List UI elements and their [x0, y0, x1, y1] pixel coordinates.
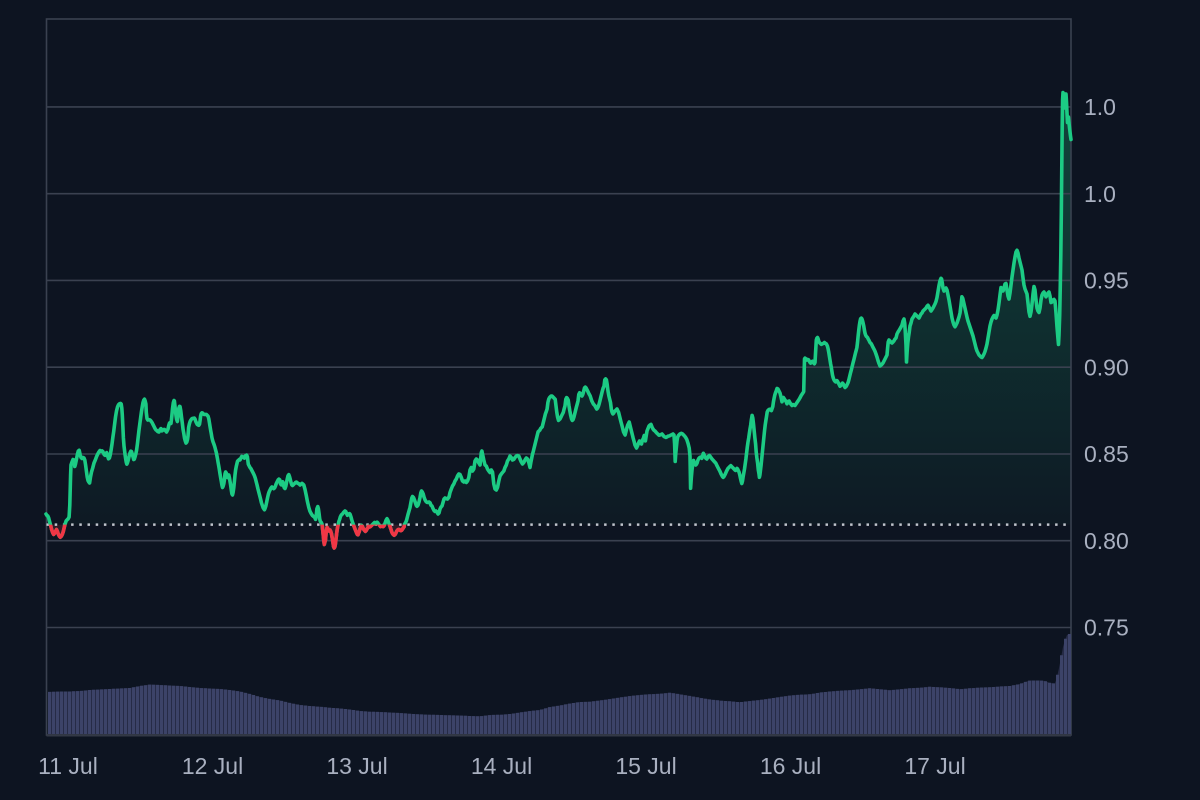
svg-text:17 Jul: 17 Jul — [904, 753, 965, 779]
svg-text:13 Jul: 13 Jul — [326, 753, 387, 779]
svg-text:12 Jul: 12 Jul — [182, 753, 243, 779]
svg-text:1.0: 1.0 — [1084, 94, 1116, 120]
svg-text:11 Jul: 11 Jul — [38, 753, 98, 779]
svg-text:14 Jul: 14 Jul — [471, 753, 532, 779]
svg-text:15 Jul: 15 Jul — [615, 753, 676, 779]
svg-text:1.0: 1.0 — [1084, 181, 1116, 207]
svg-text:0.85: 0.85 — [1084, 441, 1129, 467]
svg-text:0.90: 0.90 — [1084, 354, 1129, 380]
svg-text:0.75: 0.75 — [1084, 615, 1129, 641]
svg-text:16 Jul: 16 Jul — [760, 753, 821, 779]
svg-text:0.80: 0.80 — [1084, 528, 1129, 554]
svg-text:0.95: 0.95 — [1084, 268, 1129, 294]
